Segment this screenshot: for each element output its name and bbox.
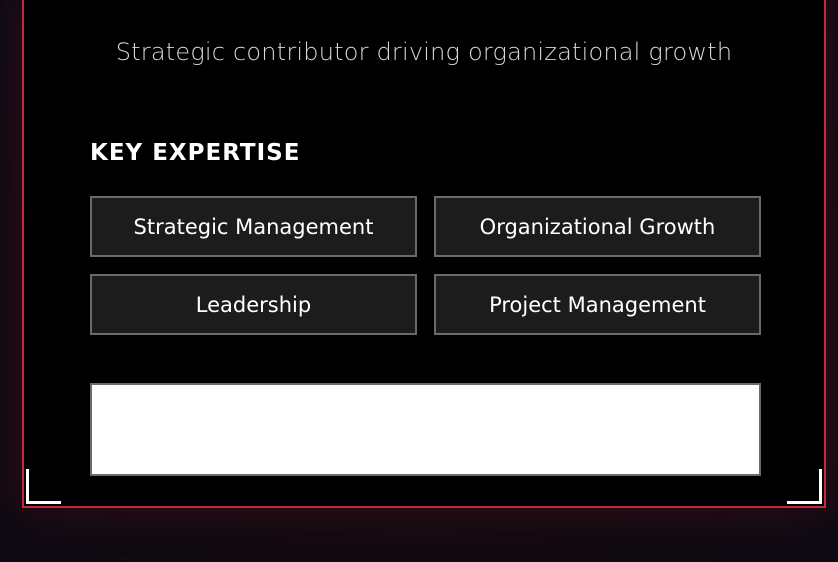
expertise-tag-strategic-management: Strategic Management	[90, 196, 417, 257]
profile-card: Strategic contributor driving organizati…	[22, 0, 826, 508]
expertise-tag-organizational-growth: Organizational Growth	[434, 196, 761, 257]
profile-tagline: Strategic contributor driving organizati…	[115, 38, 733, 66]
corner-bracket-bottom-right	[787, 469, 822, 504]
key-expertise-heading: KEY EXPERTISE	[90, 140, 301, 166]
corner-bracket-bottom-left	[26, 469, 61, 504]
blank-content-panel	[90, 383, 761, 476]
expertise-list: Strategic Management Organizational Grow…	[90, 196, 761, 335]
expertise-tag-leadership: Leadership	[90, 274, 417, 335]
expertise-tag-project-management: Project Management	[434, 274, 761, 335]
